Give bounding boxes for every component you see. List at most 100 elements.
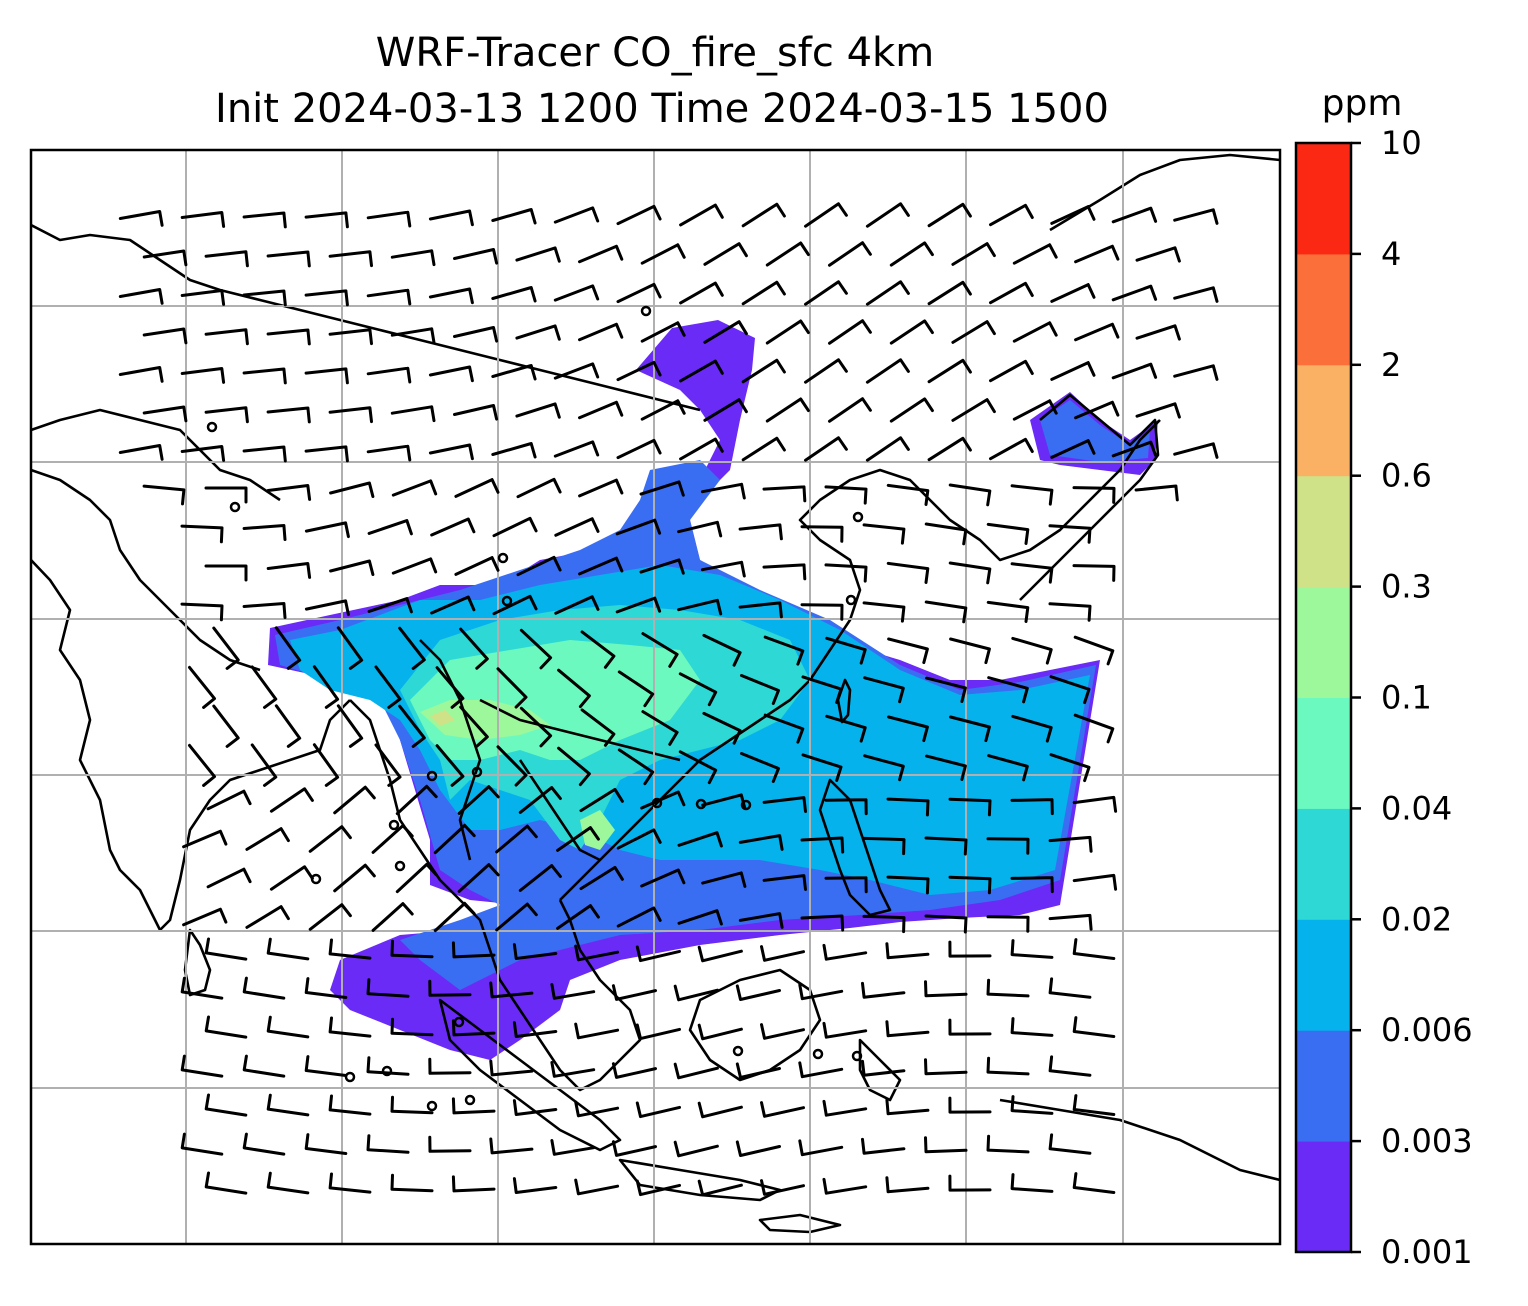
- wind-barb: [454, 478, 500, 498]
- wind-barb: [242, 445, 287, 463]
- wind-barb: [1048, 977, 1092, 999]
- wind-barb: [366, 978, 410, 998]
- wind-barb: [519, 706, 553, 748]
- wind-barb: [428, 443, 474, 461]
- wind-barb: [740, 674, 780, 705]
- wind-barb: [491, 442, 537, 459]
- colorbar-tick-label: 0.003: [1381, 1122, 1473, 1160]
- wind-barb: [518, 786, 562, 814]
- wind-barb: [828, 241, 872, 267]
- wind-barb: [824, 798, 868, 816]
- wind-barb: [762, 874, 807, 891]
- calm-marker: [497, 552, 509, 564]
- wind-barb: [242, 524, 287, 541]
- wind-barb: [371, 902, 414, 932]
- wind-barb: [989, 203, 1034, 227]
- colorbar-tick-label: 0.3: [1381, 568, 1432, 606]
- wind-barb: [885, 1020, 930, 1038]
- coastline-korea-japan: [1019, 393, 1160, 601]
- wind-barb: [1010, 1173, 1054, 1193]
- border-myanmar: [419, 639, 482, 861]
- wind-barb: [206, 867, 252, 889]
- wind-barb: [673, 984, 719, 1002]
- wind-barb: [825, 636, 867, 665]
- wind-barb: [328, 938, 372, 960]
- wind-barb: [366, 1056, 410, 1076]
- wind-barb: [1135, 402, 1181, 419]
- wind-barb: [986, 915, 1030, 933]
- wind-barb: [304, 1055, 348, 1077]
- wind-barb: [180, 976, 224, 1000]
- wind-barb: [250, 743, 278, 787]
- wind-barb: [390, 405, 436, 423]
- wind-barb: [885, 1176, 930, 1194]
- calm-marker: [640, 305, 652, 317]
- wind-barb: [496, 745, 528, 787]
- calm-marker: [464, 1094, 476, 1106]
- wind-barb: [862, 523, 906, 545]
- wind-barb: [924, 836, 968, 856]
- wind-barb: [862, 836, 906, 856]
- colorbar-segments: [1296, 143, 1351, 1253]
- wind-barb: [677, 598, 723, 616]
- wind-barb: [822, 1099, 868, 1117]
- wind-barb: [578, 322, 624, 342]
- wind-barb: [308, 903, 352, 931]
- wind-barb: [679, 437, 724, 461]
- wind-barb: [1072, 1172, 1116, 1194]
- calm-marker: [453, 1016, 465, 1028]
- wind-barb: [762, 796, 807, 813]
- wind-barb: [266, 562, 312, 579]
- coastline-taiwan: [836, 678, 852, 724]
- wind-barb: [266, 1093, 310, 1117]
- wind-barb: [304, 367, 349, 385]
- wind-barb: [679, 203, 724, 227]
- wind-barb: [800, 914, 845, 932]
- wind-barb: [435, 666, 465, 709]
- wind-barb: [615, 518, 662, 536]
- wind-barb: [989, 437, 1034, 461]
- wind-barb: [453, 326, 499, 343]
- wind-barb: [204, 564, 248, 582]
- wind-barb: [703, 242, 748, 266]
- wind-barb: [266, 1171, 310, 1195]
- wind-barb: [1048, 835, 1093, 853]
- wind-barb: [635, 1101, 681, 1119]
- wind-barb: [800, 603, 844, 621]
- wind-barb: [390, 327, 436, 345]
- colorbar-segment: [1296, 697, 1351, 809]
- wind-barb: [242, 1132, 286, 1156]
- colorbar-segment: [1296, 1141, 1351, 1253]
- wind-barb: [390, 1017, 434, 1037]
- wind-barb: [986, 1134, 1030, 1154]
- wind-barb: [800, 836, 845, 854]
- colorbar-segment: [1296, 143, 1351, 255]
- wind-barb: [635, 1023, 681, 1041]
- wind-barb: [512, 1021, 558, 1038]
- wind-barb: [889, 241, 934, 267]
- wind-barb: [308, 825, 352, 853]
- wind-barb: [578, 478, 624, 498]
- calm-marker: [732, 1045, 744, 1057]
- wind-barb: [948, 1174, 992, 1192]
- wind-barb: [762, 485, 807, 503]
- wind-barb: [435, 744, 465, 787]
- wind-barb: [924, 980, 968, 998]
- wind-barb: [640, 868, 686, 888]
- colorbar-unit-label: ppm: [1322, 83, 1403, 124]
- wind-barb: [1010, 484, 1054, 506]
- wind-barb: [550, 983, 596, 1000]
- co-level-0.1-south: [580, 810, 615, 850]
- wind-barb: [611, 984, 657, 1001]
- wind-barb: [180, 367, 226, 384]
- wind-barb: [374, 743, 402, 787]
- wind-barb: [1010, 939, 1054, 959]
- wind-barb: [760, 1023, 805, 1040]
- wind-barb: [886, 797, 930, 817]
- calm-marker: [695, 798, 707, 810]
- wind-barb: [1072, 564, 1116, 582]
- wind-barb: [1072, 486, 1116, 504]
- wind-barb: [433, 901, 476, 933]
- wind-barb: [142, 405, 188, 423]
- wind-barb: [374, 665, 402, 709]
